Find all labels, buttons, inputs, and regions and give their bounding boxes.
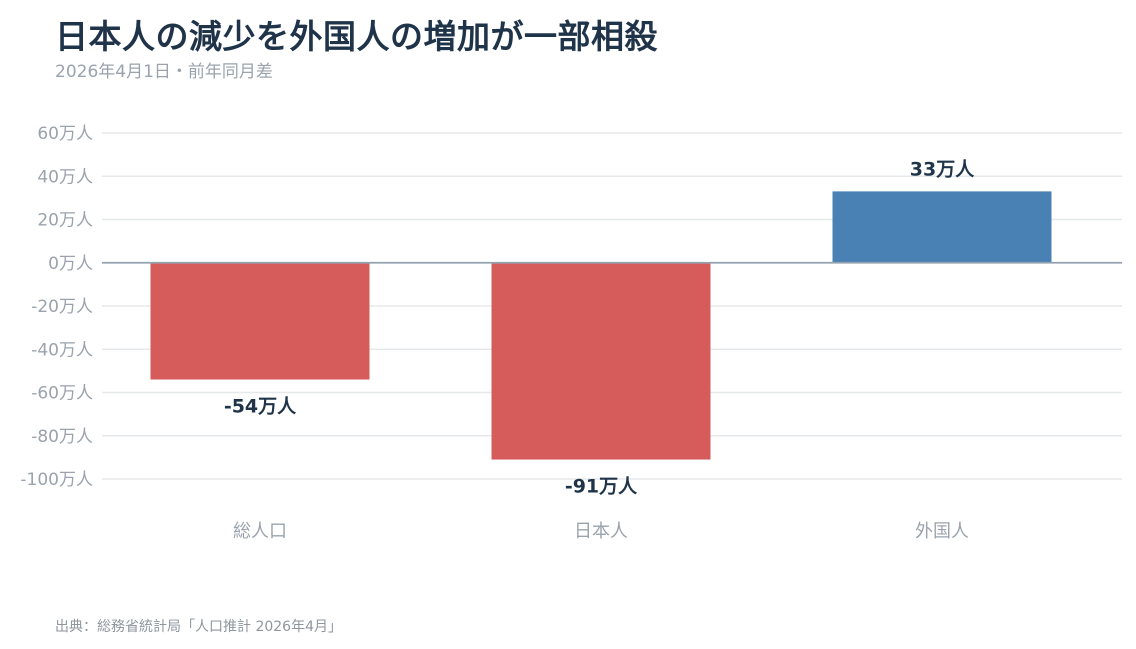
x-tick-label: 日本人	[574, 521, 628, 542]
chart-subtitle: 2026年4月1日・前年同月差	[55, 62, 273, 82]
y-tick-label: -100万人	[20, 470, 93, 490]
y-tick-label: 40万人	[37, 167, 93, 187]
y-tick-label: -80万人	[31, 427, 93, 447]
y-tick-label: -40万人	[31, 340, 93, 360]
bar	[832, 191, 1052, 263]
data-label: 33万人	[910, 158, 975, 180]
y-tick-label: 60万人	[37, 124, 93, 144]
bar	[491, 262, 711, 460]
bar	[150, 262, 370, 380]
x-axis-ticks: 総人口 日本人 外国人	[233, 521, 969, 542]
y-tick-label: 20万人	[37, 211, 93, 231]
y-axis-ticks: 60万人 40万人 20万人 0万人 -20万人 -40万人 -60万人 -80万人 -100万…	[20, 124, 93, 490]
chart-title: 日本人の減少を外国人の増加が一部相殺	[55, 17, 658, 56]
bars	[150, 191, 1052, 460]
data-labels: -54万人 -91万人 33万人	[224, 158, 975, 497]
x-tick-label: 総人口	[233, 521, 287, 542]
data-label: -54万人	[224, 396, 297, 418]
x-tick-label: 外国人	[915, 521, 969, 542]
y-tick-label: -60万人	[31, 384, 93, 404]
y-tick-label: 0万人	[48, 254, 93, 274]
bar-chart: 60万人 40万人 20万人 0万人 -20万人 -40万人 -60万人 -80万人 -100万…	[20, 124, 1122, 542]
source-note: 出典：総務省統計局「人口推計 2026年4月」	[55, 619, 342, 635]
y-tick-label: -20万人	[31, 297, 93, 317]
data-label: -91万人	[565, 476, 638, 498]
